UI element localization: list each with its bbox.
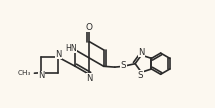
Text: HN: HN [65,44,77,53]
Text: O: O [86,23,93,32]
Text: N: N [38,71,45,80]
Text: CH₃: CH₃ [18,70,31,76]
Text: S: S [121,61,126,70]
Text: N: N [86,74,93,83]
Text: N: N [138,48,145,57]
Text: N: N [55,50,61,59]
Text: S: S [138,71,143,80]
